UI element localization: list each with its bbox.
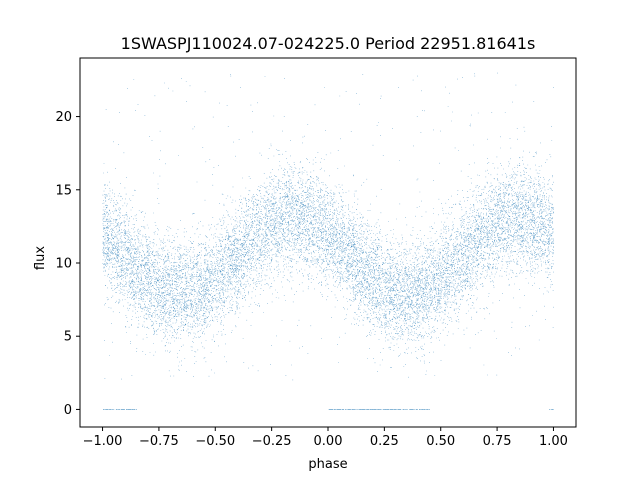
y-tick-label: 0 xyxy=(64,403,72,418)
x-tick-label: 0.25 xyxy=(370,434,399,449)
x-tick-label: 0.00 xyxy=(314,434,343,449)
y-tick-label: 5 xyxy=(64,330,72,345)
y-tick-label: 20 xyxy=(55,110,72,125)
x-tick-label: 1.00 xyxy=(539,434,568,449)
y-axis-label: flux xyxy=(33,246,48,270)
chart-title: 1SWASPJ110024.07-024225.0 Period 22951.8… xyxy=(121,34,536,53)
x-tick-label: −1.00 xyxy=(83,434,123,449)
x-axis: −1.00 −0.75 −0.50 −0.25 0.00 0.25 0.50 0.75 1.00 xyxy=(83,427,568,449)
x-tick-label: −0.50 xyxy=(195,434,235,449)
y-tick-label: 10 xyxy=(55,257,72,272)
y-tick-label: 15 xyxy=(55,183,72,198)
x-tick-label: −0.75 xyxy=(139,434,179,449)
x-tick-label: −0.25 xyxy=(252,434,292,449)
x-tick-label: 0.75 xyxy=(483,434,512,449)
y-axis: 0 5 10 15 20 xyxy=(55,110,80,418)
x-tick-label: 0.50 xyxy=(426,434,455,449)
x-axis-label: phase xyxy=(308,457,347,472)
